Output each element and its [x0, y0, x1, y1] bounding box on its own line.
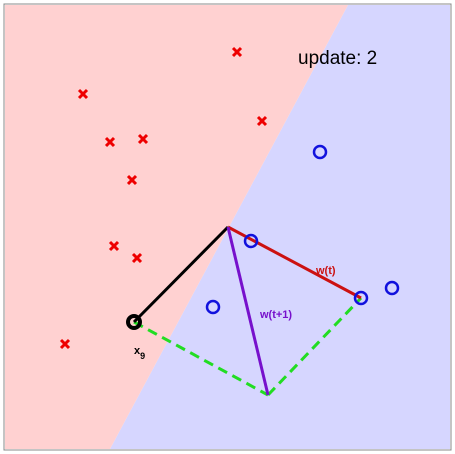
blue-circle-points [205, 144, 400, 315]
cross-stroke [256, 115, 268, 127]
cross-stroke [131, 252, 143, 264]
circle-point [312, 144, 328, 160]
circle-point [384, 280, 400, 296]
cross-point [256, 115, 268, 127]
x9-label: x9 [134, 345, 145, 361]
circle-point [243, 233, 259, 249]
w-t1-label: w(t+1) [259, 309, 292, 321]
cross-stroke [126, 174, 138, 186]
x9-label-subscript: 9 [140, 351, 145, 361]
cross-stroke [77, 88, 89, 100]
cross-point [137, 133, 149, 145]
cross-point [131, 252, 143, 264]
cross-stroke [108, 240, 120, 252]
circle-point [353, 290, 369, 306]
cross-stroke [137, 133, 149, 145]
cross-point [108, 240, 120, 252]
circle-point [205, 299, 221, 315]
w-t-vector-line [227, 225, 362, 300]
cross-point [77, 88, 89, 100]
cross-stroke [231, 46, 243, 58]
red-class-region [5, 5, 348, 449]
cross-stroke [59, 338, 71, 350]
dashed-w-segment [266, 296, 363, 397]
cross-point [104, 136, 116, 148]
cross-point [126, 174, 138, 186]
dashed-x-segment [133, 320, 269, 397]
cross-stroke [104, 136, 116, 148]
blue-class-region [110, 5, 450, 449]
w-t1-vector-line [226, 226, 270, 396]
cross-point [59, 338, 71, 350]
x9-point-marker [126, 314, 142, 330]
update-label: update: 2 [298, 48, 377, 69]
w-t-label: w(t) [315, 265, 336, 277]
red-cross-points [59, 46, 268, 350]
cross-point [231, 46, 243, 58]
x9-label-main: x [134, 345, 141, 357]
x-vector-line [132, 225, 230, 324]
